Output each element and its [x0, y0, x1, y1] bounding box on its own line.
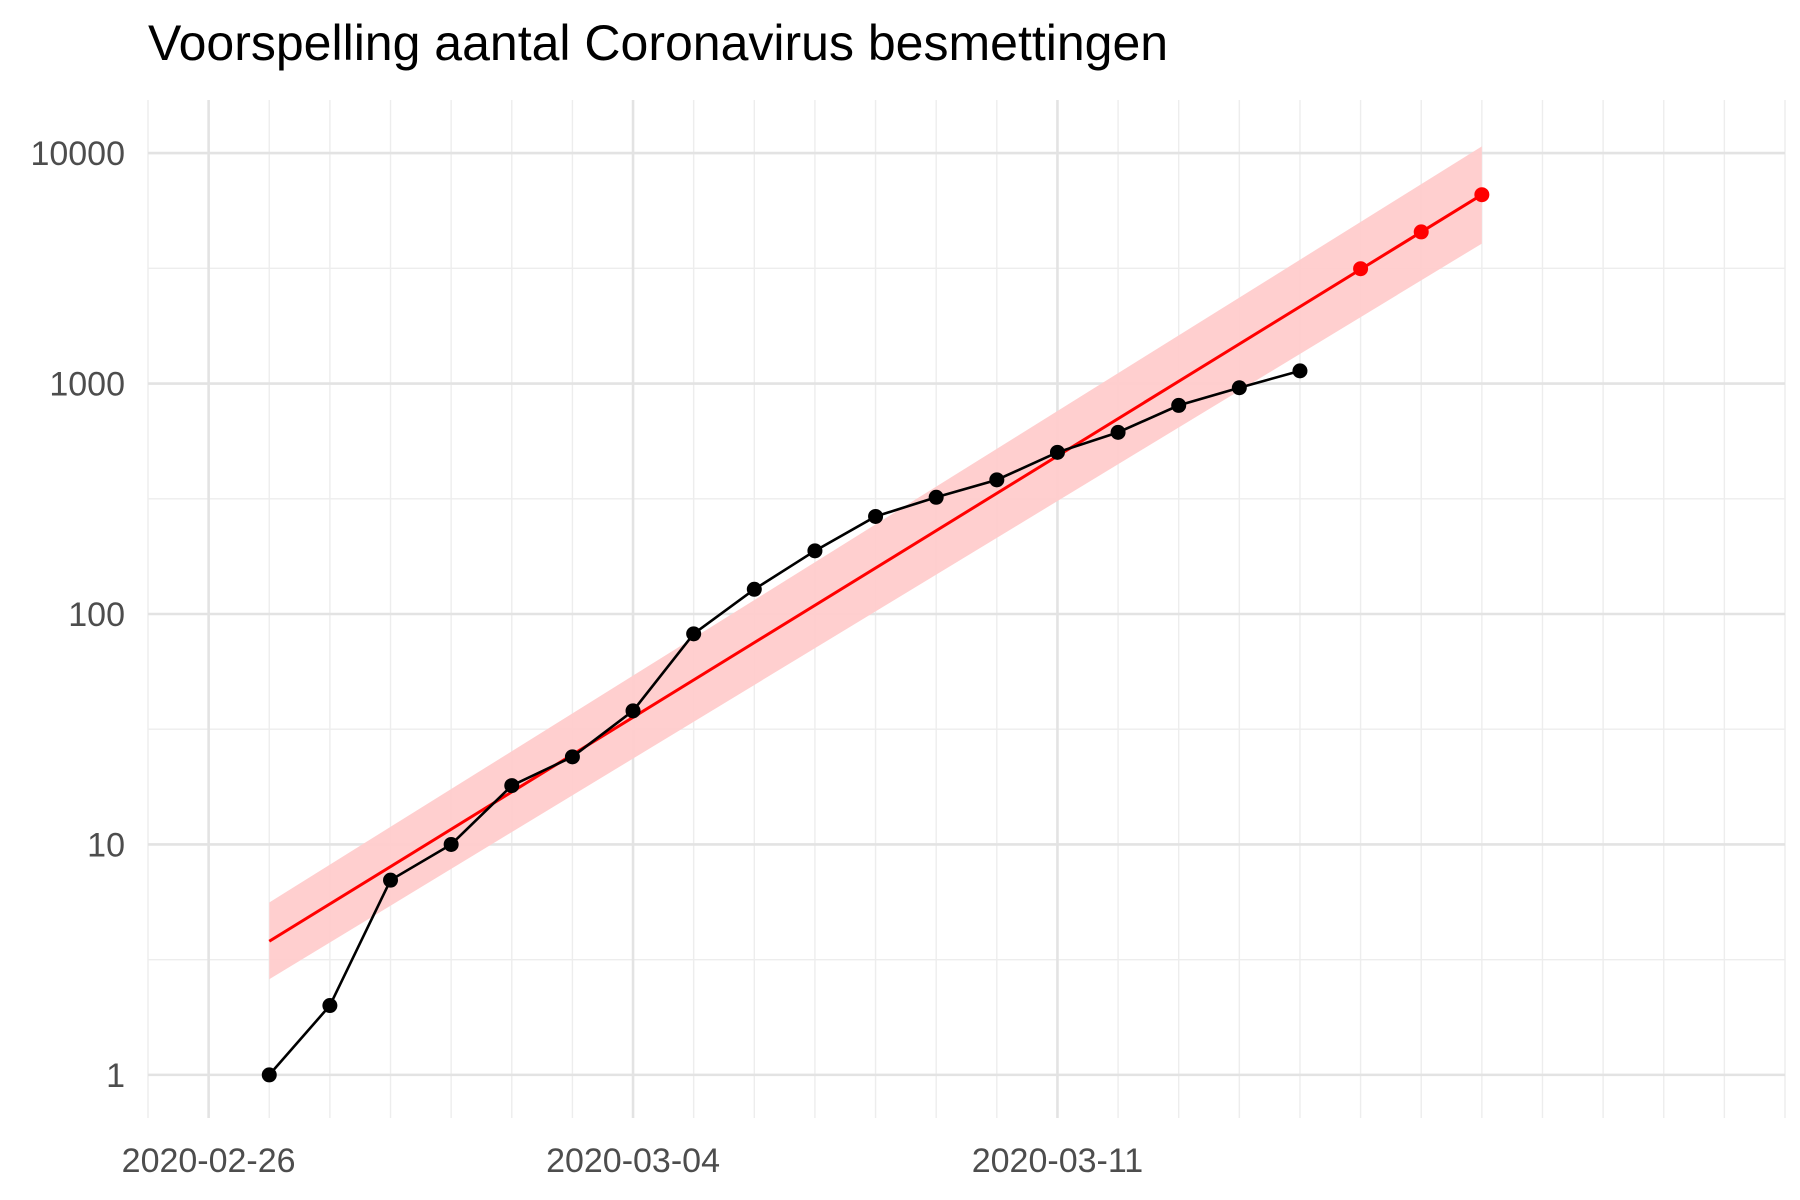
minor-gridlines: [147, 100, 1786, 1118]
data-point: [564, 749, 580, 765]
chart-title: Voorspelling aantal Coronavirus besmetti…: [148, 15, 1169, 71]
x-axis-ticks: 2020-02-26 2020-03-04 2020-03-11: [122, 1142, 1143, 1180]
confidence-band-layer: [269, 146, 1482, 980]
y-tick-label: 1000: [49, 366, 125, 404]
data-point: [686, 626, 702, 642]
data-point: [1474, 187, 1490, 203]
data-point: [746, 581, 762, 597]
y-tick-label: 1: [106, 1057, 125, 1095]
trend-line: [268, 193, 1483, 943]
y-tick-label: 10: [87, 826, 125, 864]
data-point: [1171, 397, 1187, 413]
data-point: [1292, 363, 1308, 379]
data-point: [1413, 224, 1429, 240]
data-point: [625, 703, 641, 719]
data-point: [1353, 261, 1369, 277]
y-axis-ticks: 1 10 100 1000 10000: [30, 135, 125, 1095]
major-gridlines: [148, 100, 1785, 1118]
data-point: [443, 836, 459, 852]
trend-line-layer: [268, 193, 1483, 943]
confidence-band: [269, 146, 1482, 980]
y-tick-label: 100: [68, 596, 125, 634]
data-point: [261, 1067, 277, 1083]
data-point: [989, 472, 1005, 488]
series-line: [268, 369, 1301, 1076]
data-point: [1110, 424, 1126, 440]
data-point: [807, 543, 823, 559]
x-tick-label: 2020-03-04: [546, 1142, 720, 1180]
data-point: [383, 872, 399, 888]
x-tick-label: 2020-02-26: [122, 1142, 296, 1180]
y-tick-label: 10000: [30, 135, 125, 173]
data-point: [1231, 380, 1247, 396]
series-layer: [261, 187, 1490, 1083]
data-point: [1049, 444, 1065, 460]
series-0: [261, 363, 1308, 1083]
data-point: [928, 489, 944, 505]
x-tick-label: 2020-03-11: [972, 1142, 1143, 1180]
data-point: [868, 508, 884, 524]
data-point: [504, 778, 520, 794]
data-point: [322, 998, 338, 1014]
series-1: [1353, 187, 1490, 277]
